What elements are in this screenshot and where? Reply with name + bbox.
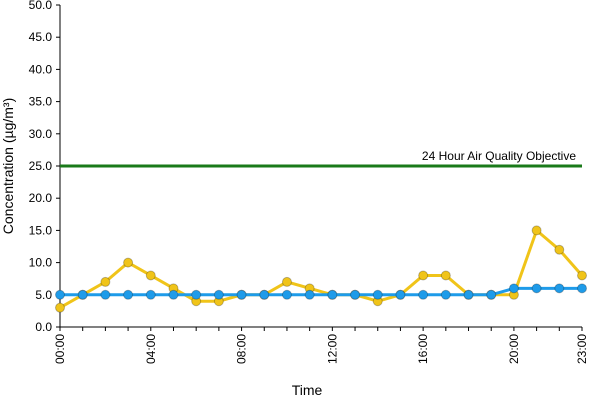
- y-tick-label: 40.0: [29, 62, 53, 76]
- x-axis-title: Time: [292, 382, 323, 398]
- data-point: [486, 289, 497, 300]
- data-point: [281, 276, 292, 287]
- data-point: [327, 289, 338, 300]
- data-point: [577, 270, 587, 281]
- x-tick-label: 08:00: [235, 334, 249, 364]
- y-tick-label: 5.0: [35, 288, 52, 302]
- data-point: [440, 270, 451, 281]
- y-axis-title: Concentration (µg/m³): [0, 98, 16, 234]
- data-point: [55, 302, 65, 313]
- y-tick-label: 10.0: [29, 256, 53, 270]
- y-tick-label: 35.0: [29, 95, 53, 109]
- data-point: [145, 270, 156, 281]
- x-tick-label: 23:00: [575, 334, 589, 364]
- data-point: [577, 283, 587, 294]
- data-point: [350, 289, 361, 300]
- data-point: [531, 283, 542, 294]
- data-point: [281, 289, 292, 300]
- data-point: [463, 289, 474, 300]
- y-tick-label: 20.0: [29, 191, 53, 205]
- data-point: [395, 289, 406, 300]
- x-tick-label: 12:00: [325, 334, 339, 364]
- x-tick-label: 04:00: [144, 334, 158, 364]
- data-point: [554, 283, 565, 294]
- y-tick-label: 30.0: [29, 127, 53, 141]
- data-point: [100, 276, 111, 287]
- y-tick-label: 25.0: [29, 159, 53, 173]
- data-point: [259, 289, 270, 300]
- data-point: [418, 289, 429, 300]
- data-point: [100, 289, 111, 300]
- y-tick-label: 45.0: [29, 30, 53, 44]
- x-tick-label: 00:00: [53, 334, 67, 364]
- data-point: [236, 289, 247, 300]
- data-point: [508, 283, 519, 294]
- data-point: [418, 270, 429, 281]
- data-point: [554, 244, 565, 255]
- data-point: [440, 289, 451, 300]
- data-point: [123, 289, 134, 300]
- data-point: [213, 289, 224, 300]
- data-point: [77, 289, 88, 300]
- data-point: [531, 225, 542, 236]
- data-point: [55, 289, 65, 300]
- x-tick-label: 16:00: [416, 334, 430, 364]
- y-tick-label: 15.0: [29, 223, 53, 237]
- y-tick-label: 0.0: [35, 320, 52, 334]
- y-tick-label: 50.0: [29, 0, 53, 12]
- data-point: [145, 289, 156, 300]
- x-tick-label: 20:00: [507, 334, 521, 364]
- data-point: [191, 289, 202, 300]
- data-point: [168, 289, 179, 300]
- data-point: [304, 289, 315, 300]
- data-point: [123, 257, 134, 268]
- threshold-label: 24 Hour Air Quality Objective: [422, 149, 576, 163]
- data-point: [372, 289, 383, 300]
